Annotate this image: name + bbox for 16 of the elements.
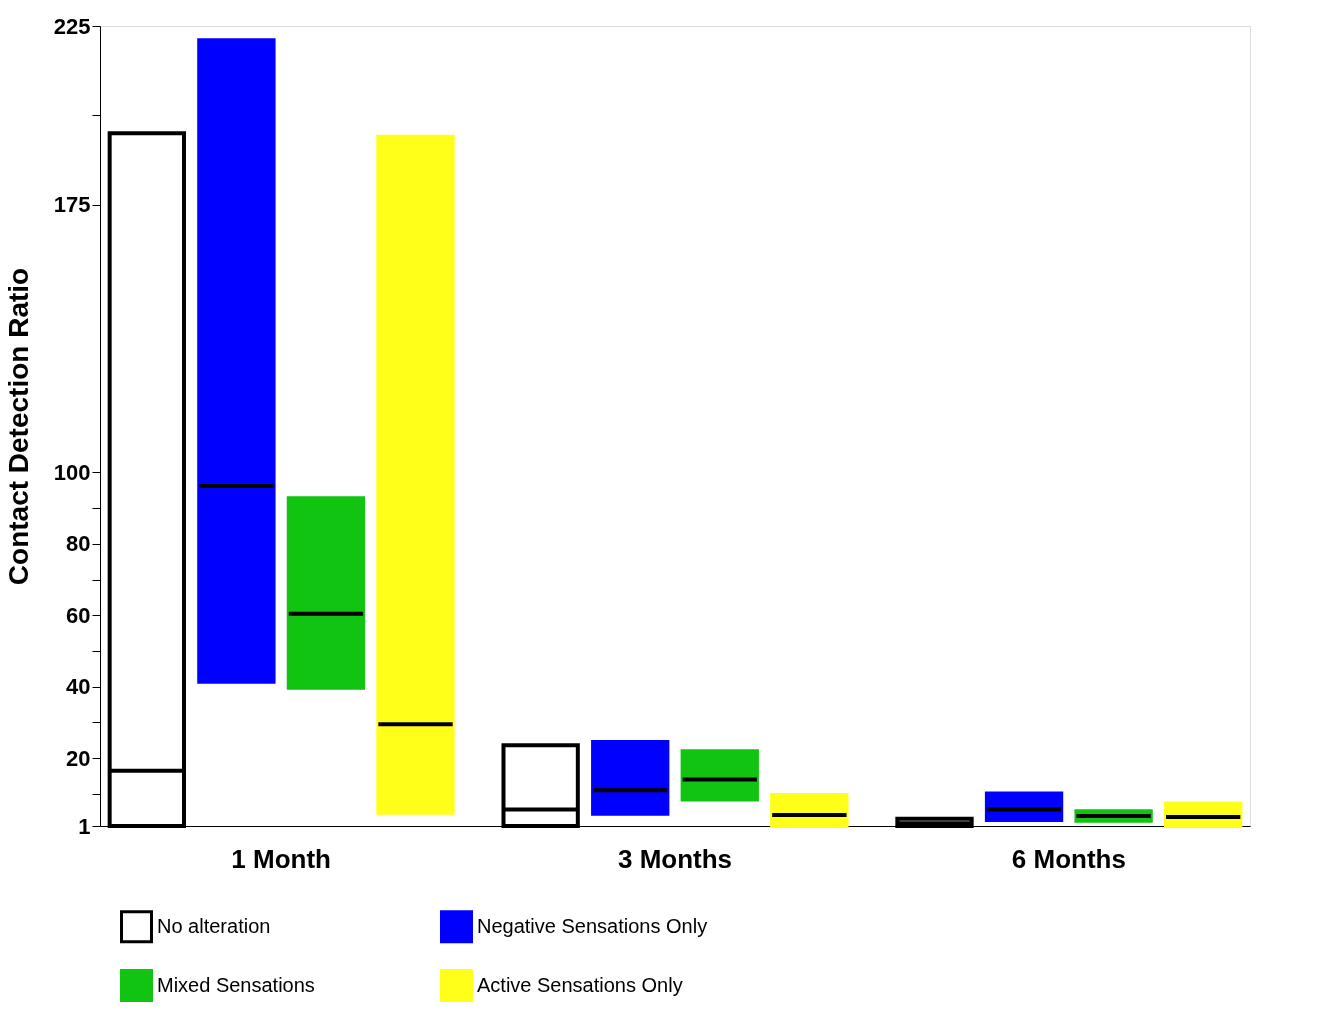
x-tick-label: 6 Months <box>1011 843 1126 874</box>
y-axis-title: Contact Detection Ratio <box>2 267 34 586</box>
y-tick-label: 40 <box>66 674 91 700</box>
y-tick-label: 1 <box>78 813 91 839</box>
y-tick-label: 225 <box>53 13 91 39</box>
y-tick-label: 20 <box>66 745 91 771</box>
y-tick-label: 80 <box>66 531 91 557</box>
y-tick-label: 60 <box>66 602 91 628</box>
legend-label: Mixed Sensations <box>157 973 315 996</box>
legend-label: Negative Sensations Only <box>477 914 708 937</box>
legend-label: Active Sensations Only <box>477 973 683 996</box>
x-tick-label: 3 Months <box>617 843 733 874</box>
y-tick-label: 100 <box>53 459 91 485</box>
legend-label: No alteration <box>157 914 271 937</box>
y-tick-label: 175 <box>53 192 91 218</box>
x-tick-label: 1 Month <box>231 843 331 874</box>
